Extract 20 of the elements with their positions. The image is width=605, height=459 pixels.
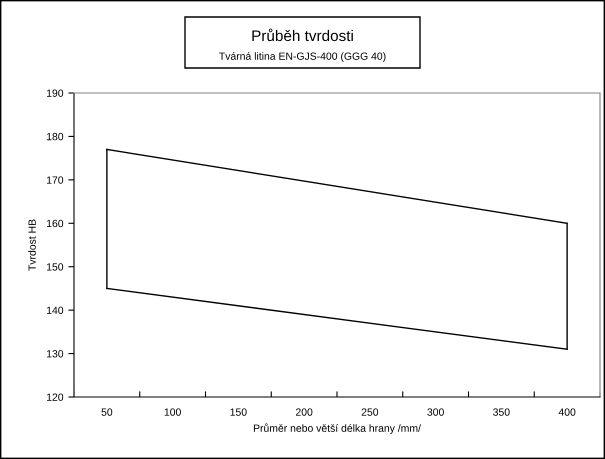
y-axis-title: Tvrdost HB [28,220,36,271]
y-tick-label: 120 [47,394,64,401]
x-tick-label: 350 [493,408,510,416]
y-tick-label: 150 [47,263,64,271]
y-tick-label: 180 [47,132,64,140]
chart-title: Průběh tvrdosti [252,28,353,42]
x-tick-label: 50 [102,408,112,416]
y-tick-label: 140 [47,306,64,314]
y-tick-label: 160 [47,220,64,228]
chart-subtitle: Tvárná litina EN-GJS-400 (GGG 40) [219,52,386,62]
y-tick-label: 130 [47,350,64,358]
x-tick-label: 200 [296,408,312,416]
x-tick-label: 400 [558,408,576,416]
x-tick-label: 250 [362,408,378,416]
y-tick-label: 170 [47,176,64,184]
x-tick-label: 150 [230,408,247,416]
x-axis-title: Průměr nebo větší délka hrany /mm/ [254,423,421,434]
x-tick-label: 100 [164,408,181,416]
y-tick-label: 190 [47,90,64,97]
x-tick-label: 300 [427,408,444,416]
